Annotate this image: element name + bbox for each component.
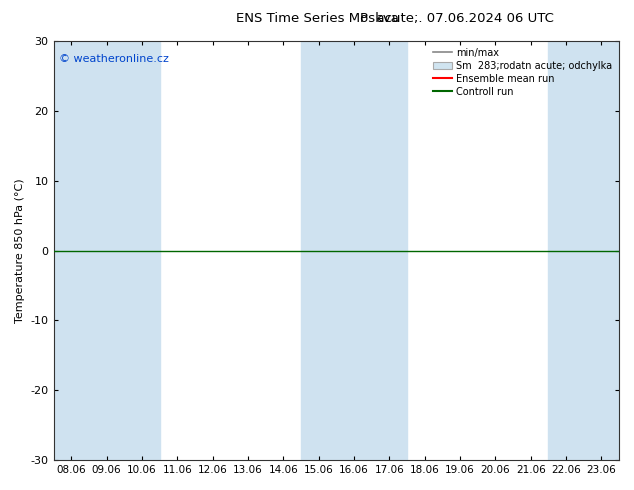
Bar — [301, 41, 407, 460]
Y-axis label: Temperature 850 hPa (°C): Temperature 850 hPa (°C) — [15, 178, 25, 323]
Legend: min/max, Sm  283;rodatn acute; odchylka, Ensemble mean run, Controll run: min/max, Sm 283;rodatn acute; odchylka, … — [429, 44, 616, 100]
Text: P  acute;. 07.06.2024 06 UTC: P acute;. 07.06.2024 06 UTC — [359, 12, 553, 25]
Bar — [548, 41, 619, 460]
Text: © weatheronline.cz: © weatheronline.cz — [59, 53, 169, 64]
Bar — [53, 41, 160, 460]
Text: ENS Time Series Moskva: ENS Time Series Moskva — [236, 12, 398, 25]
